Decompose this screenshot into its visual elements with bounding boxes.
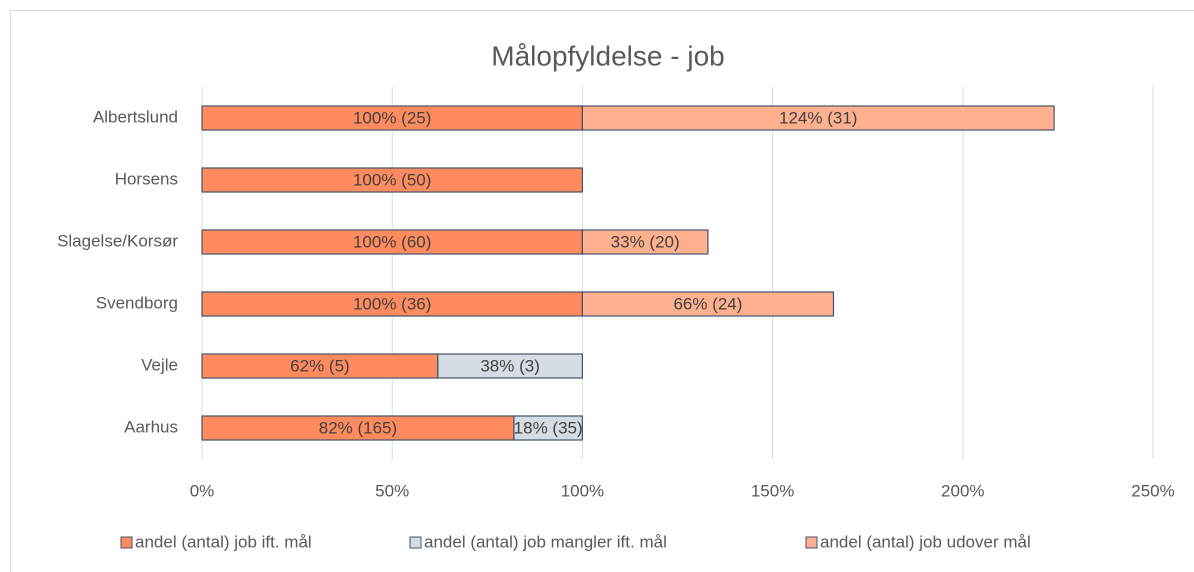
- legend-swatch: [805, 536, 818, 549]
- data-label: 82% (165): [319, 418, 397, 437]
- bar-segment: [201, 167, 583, 193]
- y-tick-label: Albertslund: [93, 107, 178, 126]
- chart-frame: [10, 10, 1194, 572]
- y-tick-label: Vejle: [141, 355, 178, 374]
- bar-segment: [201, 353, 439, 379]
- data-label: 100% (60): [353, 232, 431, 251]
- y-tick-label: Slagelse/Korsør: [57, 231, 178, 250]
- legend-label: andel (antal) job ift. mål: [135, 532, 312, 551]
- bar-segment: [201, 105, 583, 131]
- x-tick-label: 0%: [190, 481, 215, 500]
- y-tick-label: Svendborg: [96, 293, 178, 312]
- bar-segment: [581, 291, 835, 317]
- bar-segment: [581, 105, 1055, 131]
- bar-segment: [437, 353, 583, 379]
- data-label: 66% (24): [673, 294, 742, 313]
- legend-swatch: [409, 536, 422, 549]
- data-label: 100% (50): [353, 170, 431, 189]
- data-label: 38% (3): [480, 356, 540, 375]
- legend-swatch: [120, 536, 133, 549]
- bar-segment: [513, 415, 583, 441]
- y-tick-label: Aarhus: [124, 417, 178, 436]
- data-label: 18% (35): [514, 418, 583, 437]
- x-tick-label: 100%: [561, 481, 604, 500]
- chart-title: Målopfyldelse - job: [491, 40, 724, 71]
- bar-segment: [581, 229, 709, 255]
- legend-label: andel (antal) job mangler ift. mål: [424, 532, 667, 551]
- x-tick-label: 200%: [941, 481, 984, 500]
- x-tick-label: 50%: [375, 481, 409, 500]
- data-label: 100% (36): [353, 294, 431, 313]
- data-label: 62% (5): [290, 356, 350, 375]
- x-tick-label: 150%: [751, 481, 794, 500]
- y-tick-label: Horsens: [115, 169, 178, 188]
- data-label: 100% (25): [353, 108, 431, 127]
- x-tick-label: 250%: [1131, 481, 1174, 500]
- legend-label: andel (antal) job udover mål: [820, 532, 1031, 551]
- data-label: 33% (20): [611, 232, 680, 251]
- data-label: 124% (31): [779, 108, 857, 127]
